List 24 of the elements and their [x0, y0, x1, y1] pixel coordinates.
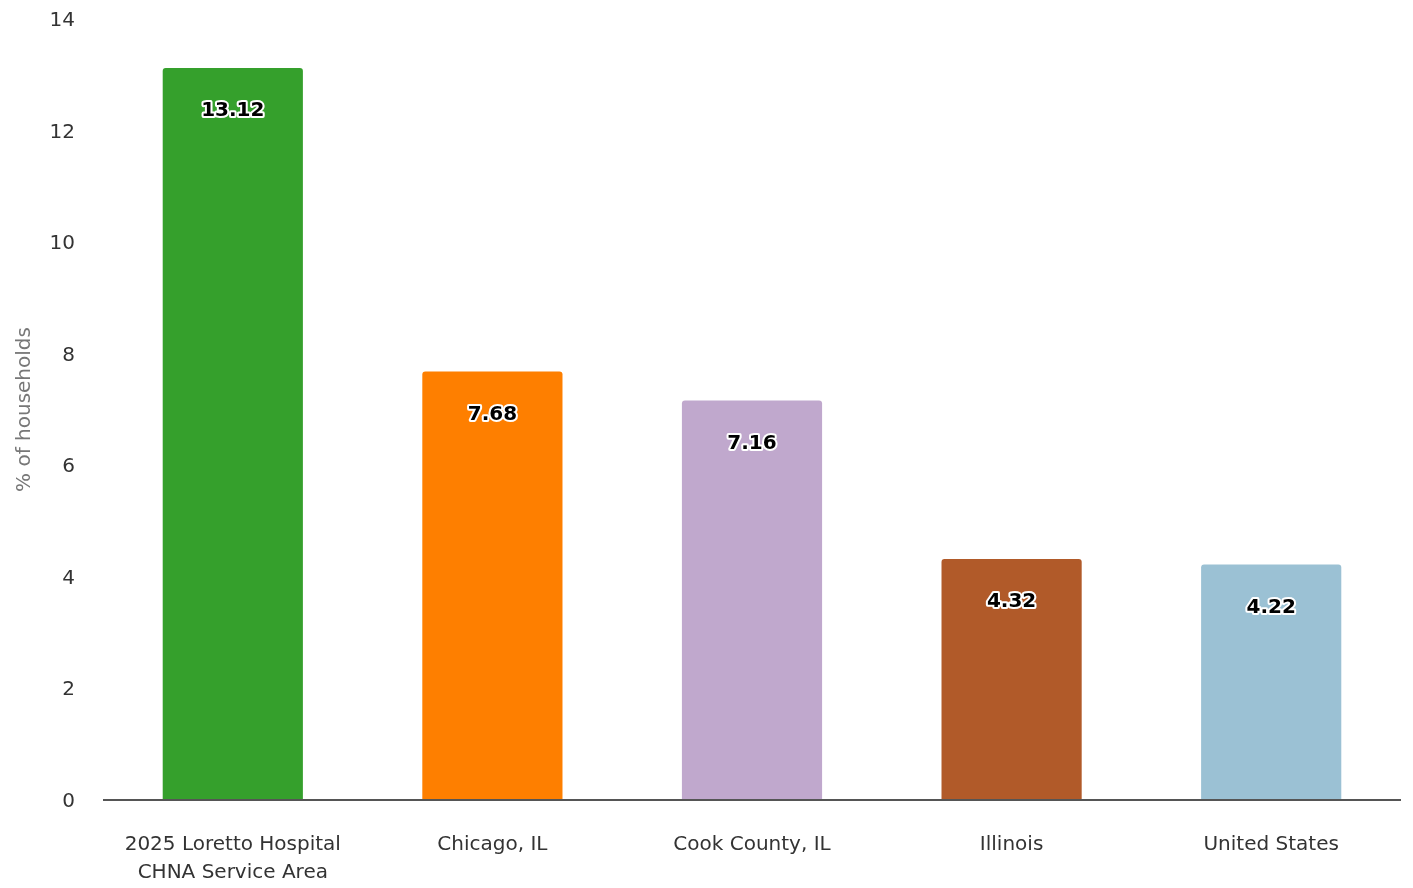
y-tick-label: 6 [62, 453, 75, 478]
y-tick-label: 0 [62, 788, 75, 812]
y-tick-label: 10 [49, 230, 75, 255]
y-tick-label: 8 [62, 341, 75, 366]
y-axis-title: % of households [11, 327, 35, 492]
bar [941, 559, 1082, 800]
data-label: 7.16 [727, 429, 777, 454]
y-tick-label: 14 [49, 7, 75, 31]
x-tick-label: United States [1203, 831, 1339, 855]
bar [162, 68, 303, 800]
bar [681, 400, 823, 800]
data-label: 4.32 [986, 588, 1037, 613]
x-tick-label: Chicago, IL [437, 831, 549, 855]
x-tick-label: Illinois [979, 831, 1044, 855]
x-tick-label: Cook County, IL [673, 831, 832, 855]
data-label: 4.22 [1246, 593, 1296, 618]
bar [1201, 564, 1342, 800]
data-label: 7.68 [467, 400, 518, 425]
y-tick-label: 12 [49, 118, 75, 143]
y-tick-label: 2 [62, 676, 75, 701]
x-tick-label: 2025 Loretto Hospital CHNA Service Area [124, 831, 341, 883]
y-tick-label: 4 [62, 564, 75, 589]
bar [422, 371, 563, 800]
data-label: 13.12 [201, 97, 265, 122]
